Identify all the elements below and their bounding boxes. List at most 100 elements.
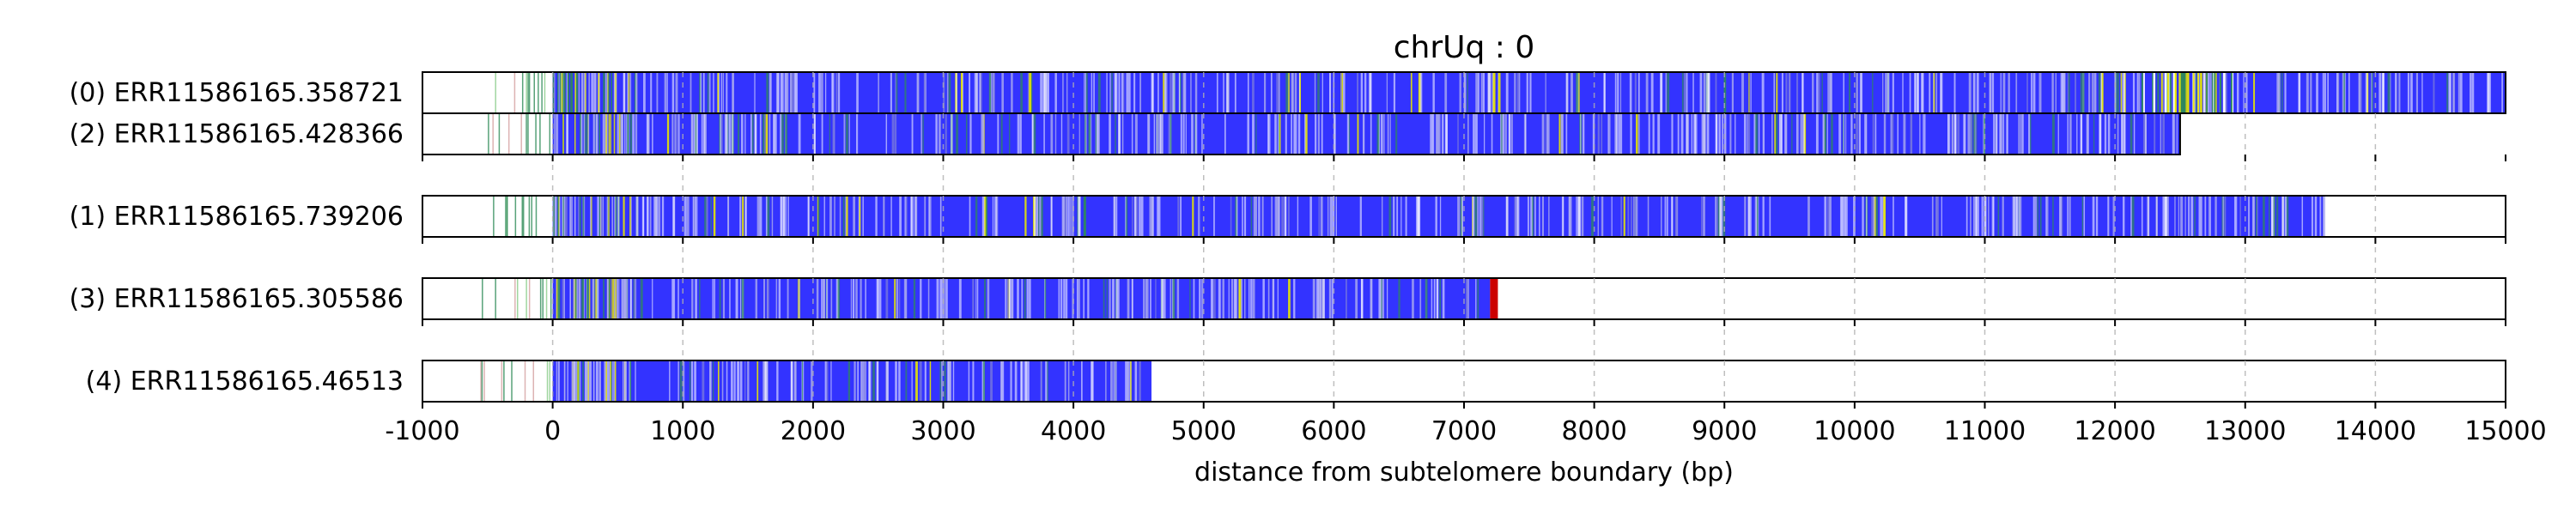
- repeat-variant: [1218, 278, 1221, 319]
- repeat-variant: [598, 360, 601, 402]
- repeat-variant: [664, 72, 667, 113]
- repeat-variant: [972, 360, 975, 402]
- variant-cluster: [2169, 72, 2172, 113]
- repeat-variant: [1597, 196, 1599, 237]
- variant-line: [531, 196, 532, 237]
- repeat-variant: [720, 72, 723, 113]
- repeat-variant: [1576, 196, 1577, 237]
- repeat-variant: [574, 196, 576, 237]
- repeat-variant: [1284, 196, 1286, 237]
- repeat-variant: [564, 196, 568, 237]
- repeat-variant: [696, 196, 698, 237]
- repeat-variant: [865, 278, 866, 319]
- repeat-variant: [1370, 278, 1373, 319]
- repeat-variant: [618, 278, 620, 319]
- repeat-variant: [1261, 196, 1264, 237]
- repeat-variant: [1886, 72, 1890, 113]
- repeat-variant: [965, 113, 968, 154]
- repeat-variant: [574, 360, 576, 402]
- repeat-variant: [1050, 113, 1054, 154]
- repeat-variant: [1988, 196, 1990, 237]
- repeat-variant: [1972, 72, 1975, 113]
- repeat-variant: [695, 278, 697, 319]
- variant-cluster: [2196, 72, 2199, 113]
- repeat-variant: [1024, 360, 1026, 402]
- repeat-variant: [1417, 196, 1419, 237]
- repeat-block: [552, 360, 1152, 402]
- repeat-variant: [1170, 72, 1172, 113]
- repeat-variant: [1321, 113, 1323, 154]
- repeat-variant: [1279, 113, 1281, 154]
- repeat-variant: [610, 113, 611, 154]
- repeat-variant: [2008, 72, 2010, 113]
- repeat-variant: [1031, 113, 1034, 154]
- repeat-variant: [747, 360, 750, 402]
- repeat-variant: [2092, 196, 2095, 237]
- repeat-variant: [626, 113, 629, 154]
- repeat-variant: [821, 113, 823, 154]
- repeat-variant: [1954, 113, 1956, 154]
- repeat-variant: [1182, 113, 1185, 154]
- repeat-variant: [947, 360, 949, 402]
- repeat-variant: [1457, 113, 1459, 154]
- variant-line: [498, 113, 501, 154]
- repeat-variant: [1132, 196, 1133, 237]
- repeat-variant: [1162, 113, 1163, 154]
- repeat-variant: [2133, 113, 2136, 154]
- repeat-variant: [600, 196, 602, 237]
- repeat-variant: [623, 196, 625, 237]
- repeat-variant: [1125, 196, 1128, 237]
- variant-line: [513, 72, 516, 113]
- repeat-variant: [924, 360, 927, 402]
- repeat-variant: [1190, 72, 1192, 113]
- variant-line: [511, 360, 513, 402]
- repeat-variant: [1242, 196, 1243, 237]
- repeat-variant: [563, 278, 565, 319]
- repeat-variant: [615, 196, 617, 237]
- repeat-variant: [1230, 196, 1232, 237]
- variant-line: [480, 360, 482, 402]
- repeat-variant: [585, 72, 586, 113]
- read-row: (4) ERR11586165.46513: [86, 360, 2506, 403]
- repeat-variant: [1774, 113, 1777, 154]
- repeat-variant: [1291, 72, 1294, 113]
- repeat-variant: [1630, 113, 1632, 154]
- repeat-variant: [2121, 113, 2123, 154]
- repeat-variant: [790, 360, 793, 402]
- repeat-variant: [1021, 278, 1024, 319]
- x-tick-label: 1000: [650, 416, 715, 446]
- repeat-variant: [1158, 196, 1161, 237]
- repeat-variant: [981, 360, 983, 402]
- repeat-variant: [1619, 72, 1622, 113]
- repeat-variant: [1433, 278, 1436, 319]
- repeat-variant: [785, 113, 788, 154]
- repeat-variant: [2421, 72, 2423, 113]
- repeat-variant: [834, 196, 835, 237]
- repeat-variant: [2117, 113, 2119, 154]
- repeat-variant: [1498, 72, 1501, 113]
- repeat-variant: [1856, 113, 1859, 154]
- repeat-variant: [1968, 72, 1971, 113]
- x-tick-label: 3000: [910, 416, 975, 446]
- repeat-variant: [940, 278, 943, 319]
- repeat-variant: [579, 360, 581, 402]
- repeat-variant: [677, 278, 679, 319]
- repeat-variant: [1953, 72, 1956, 113]
- repeat-variant: [2273, 196, 2275, 237]
- repeat-variant: [1935, 196, 1937, 237]
- repeat-variant: [1515, 196, 1516, 237]
- repeat-variant: [2188, 196, 2190, 237]
- repeat-variant: [677, 113, 680, 154]
- repeat-variant: [1576, 72, 1579, 113]
- repeat-variant: [604, 360, 606, 402]
- repeat-variant: [2207, 72, 2210, 113]
- repeat-variant: [713, 72, 714, 113]
- repeat-variant: [1747, 196, 1751, 237]
- repeat-variant: [1398, 278, 1400, 319]
- repeat-variant: [2215, 196, 2217, 237]
- repeat-variant: [1635, 196, 1638, 237]
- repeat-variant: [1083, 278, 1085, 319]
- repeat-variant: [1315, 113, 1317, 154]
- repeat-variant: [1526, 72, 1528, 113]
- repeat-variant: [646, 113, 649, 154]
